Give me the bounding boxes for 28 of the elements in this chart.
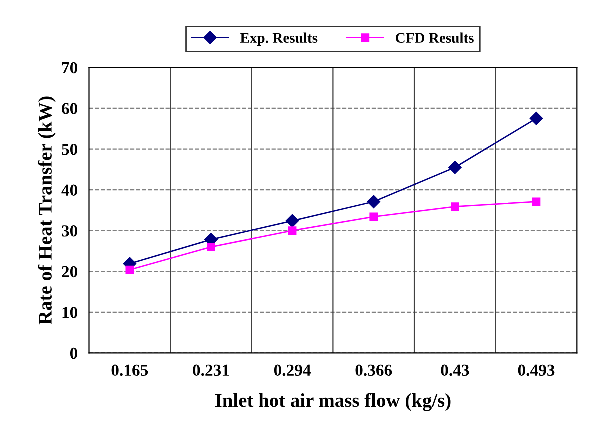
y-tick-label: 10 [62, 307, 78, 318]
point [288, 226, 297, 236]
x-tick-label: 0.43 [441, 364, 470, 376]
point [370, 212, 378, 222]
legend-label: CFD Results [396, 32, 474, 44]
point [367, 195, 380, 208]
y-tick-label: 70 [62, 62, 78, 74]
point [451, 202, 460, 211]
point [532, 198, 541, 206]
y-axis-title: Rate of Heat Transfer (kW) [38, 96, 56, 325]
y-tick-label: 0 [70, 348, 78, 360]
point [207, 242, 216, 252]
y-tick-label: 30 [62, 226, 78, 237]
y-tick-label: 40 [62, 184, 78, 196]
x-tick-label: 0.294 [274, 364, 311, 376]
x-axis-title: Inlet hot air mass flow (kg/s) [215, 393, 451, 412]
point [530, 112, 544, 126]
x-tick-label: 0.366 [356, 364, 392, 376]
point [448, 161, 462, 174]
point [286, 214, 300, 228]
x-tick-label: 0.493 [518, 364, 555, 376]
legend-label: Exp. Results [240, 32, 318, 46]
y-tick-label: 60 [62, 103, 78, 114]
x-tick-label: 0.165 [112, 364, 148, 376]
y-tick-label: 50 [62, 144, 78, 156]
x-tick-label: 0.231 [193, 364, 230, 376]
y-tick-label: 20 [62, 266, 78, 278]
point [126, 266, 134, 274]
